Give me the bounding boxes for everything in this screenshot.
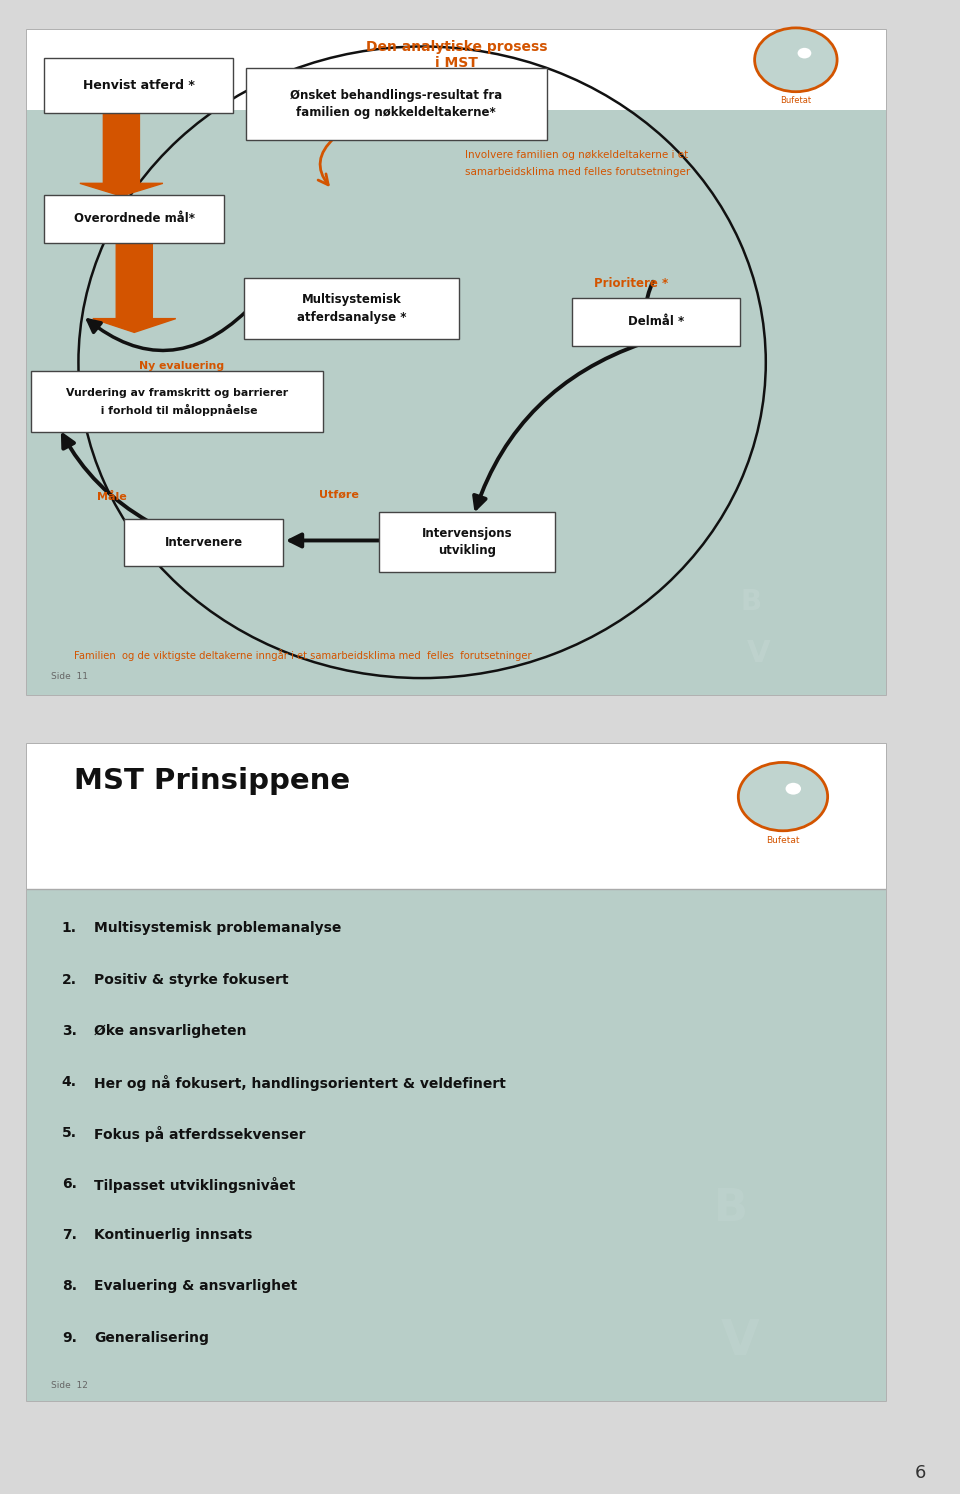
Text: B: B xyxy=(740,589,761,617)
Text: Bufetat: Bufetat xyxy=(780,97,811,106)
Text: samarbeidsklima med felles forutsetninger: samarbeidsklima med felles forutsetninge… xyxy=(465,167,690,178)
Text: Vurdering av framskritt og barrierer: Vurdering av framskritt og barrierer xyxy=(66,388,288,397)
Circle shape xyxy=(798,48,811,58)
Text: Ny evaluering: Ny evaluering xyxy=(138,362,224,371)
Text: 6: 6 xyxy=(915,1464,926,1482)
FancyBboxPatch shape xyxy=(27,30,886,695)
FancyBboxPatch shape xyxy=(27,744,886,889)
Text: Multisystemisk problemanalyse: Multisystemisk problemanalyse xyxy=(94,922,341,935)
Text: Her og nå fokusert, handlingsorientert & veldefinert: Her og nå fokusert, handlingsorientert &… xyxy=(94,1074,506,1091)
FancyBboxPatch shape xyxy=(44,58,233,114)
Text: MST Prinsippene: MST Prinsippene xyxy=(74,766,350,795)
Text: Generalisering: Generalisering xyxy=(94,1331,208,1345)
FancyBboxPatch shape xyxy=(572,297,740,345)
Text: atferdsanalyse *: atferdsanalyse * xyxy=(297,311,406,324)
Text: Ønsket behandlings-resultat fra: Ønsket behandlings-resultat fra xyxy=(290,88,502,102)
Text: Involvere familien og nøkkeldeltakerne i et: Involvere familien og nøkkeldeltakerne i… xyxy=(465,149,688,160)
FancyBboxPatch shape xyxy=(244,278,459,339)
Text: familien og nøkkeldeltakerne*: familien og nøkkeldeltakerne* xyxy=(297,106,496,120)
Text: 5.: 5. xyxy=(61,1126,77,1140)
Text: 1.: 1. xyxy=(61,922,77,935)
FancyBboxPatch shape xyxy=(31,371,324,432)
FancyBboxPatch shape xyxy=(27,84,886,695)
Text: B: B xyxy=(714,1188,748,1231)
Text: Henvist atferd *: Henvist atferd * xyxy=(83,79,195,93)
FancyBboxPatch shape xyxy=(246,67,546,139)
FancyBboxPatch shape xyxy=(27,30,886,109)
Text: 4.: 4. xyxy=(61,1074,77,1089)
Text: Side  12: Side 12 xyxy=(51,1380,87,1389)
Text: Intervensjons: Intervensjons xyxy=(421,527,513,539)
Text: Fokus på atferdssekvenser: Fokus på atferdssekvenser xyxy=(94,1126,305,1141)
Text: Utføre: Utføre xyxy=(319,490,359,500)
Text: 7.: 7. xyxy=(61,1228,77,1243)
FancyBboxPatch shape xyxy=(124,518,283,566)
FancyArrow shape xyxy=(93,241,176,332)
Text: i forhold til måloppnåelse: i forhold til måloppnåelse xyxy=(97,403,257,417)
FancyBboxPatch shape xyxy=(27,744,886,1401)
Text: 8.: 8. xyxy=(61,1279,77,1294)
Text: Prioritere *: Prioritere * xyxy=(594,278,668,290)
Text: Den analytiske prosess: Den analytiske prosess xyxy=(366,40,547,54)
Text: Tilpasset utviklingsnivået: Tilpasset utviklingsnivået xyxy=(94,1177,296,1194)
FancyArrow shape xyxy=(80,111,163,196)
Text: Familien  og de viktigste deltakerne inngår i et samarbeidsklima med  felles  fo: Familien og de viktigste deltakerne inng… xyxy=(74,650,532,662)
Text: 6.: 6. xyxy=(61,1177,77,1191)
Text: Kontinuerlig innsats: Kontinuerlig innsats xyxy=(94,1228,252,1243)
Text: Evaluering & ansvarlighet: Evaluering & ansvarlighet xyxy=(94,1279,298,1294)
Text: Måle: Måle xyxy=(97,492,127,502)
Circle shape xyxy=(785,783,801,795)
Text: Øke ansvarligheten: Øke ansvarligheten xyxy=(94,1023,247,1038)
Text: 9.: 9. xyxy=(61,1331,77,1345)
FancyBboxPatch shape xyxy=(379,512,555,572)
Text: V: V xyxy=(747,639,771,668)
Text: Intervenere: Intervenere xyxy=(164,536,243,548)
FancyBboxPatch shape xyxy=(44,194,225,242)
Text: V: V xyxy=(721,1318,760,1366)
Text: i MST: i MST xyxy=(435,57,478,70)
Circle shape xyxy=(755,28,837,91)
Text: utvikling: utvikling xyxy=(438,544,496,557)
Text: 2.: 2. xyxy=(61,973,77,986)
Text: Multisystemisk: Multisystemisk xyxy=(301,293,401,306)
Text: Overordnede mål*: Overordnede mål* xyxy=(74,212,195,226)
FancyBboxPatch shape xyxy=(27,889,886,1401)
Text: Side  11: Side 11 xyxy=(51,672,88,681)
Circle shape xyxy=(738,762,828,831)
Text: Delmål *: Delmål * xyxy=(628,315,684,329)
Text: Bufetat: Bufetat xyxy=(766,837,800,846)
Text: 3.: 3. xyxy=(61,1023,77,1038)
Text: Positiv & styrke fokusert: Positiv & styrke fokusert xyxy=(94,973,289,986)
